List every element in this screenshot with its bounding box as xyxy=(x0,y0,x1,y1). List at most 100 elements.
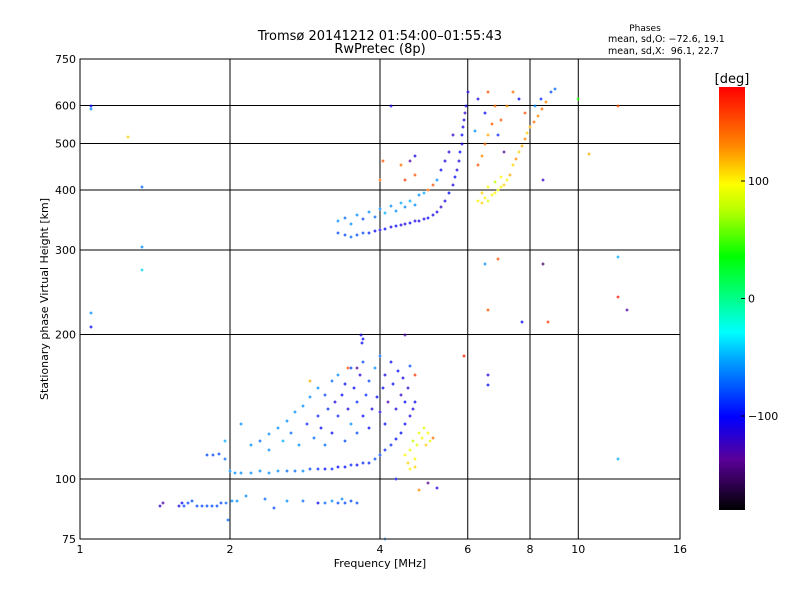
data-point xyxy=(525,131,529,135)
data-point xyxy=(464,104,468,108)
data-point xyxy=(308,379,312,383)
data-point xyxy=(378,453,382,457)
data-point xyxy=(413,203,417,207)
x-tick-label: 6 xyxy=(464,543,471,556)
data-point xyxy=(312,436,316,440)
data-point xyxy=(195,504,199,508)
data-point xyxy=(89,311,93,315)
data-point xyxy=(219,501,223,505)
data-point xyxy=(483,196,487,200)
data-point xyxy=(399,201,403,205)
data-point xyxy=(616,104,620,108)
data-point xyxy=(378,410,382,414)
data-point xyxy=(267,448,271,452)
data-point xyxy=(496,257,500,261)
x-tick-label: 1 xyxy=(77,543,84,556)
colorbar-tick-label: 100 xyxy=(748,175,769,188)
data-point xyxy=(361,414,365,418)
data-point xyxy=(323,467,327,471)
data-point xyxy=(439,168,443,172)
data-point xyxy=(285,419,289,423)
data-point xyxy=(476,97,480,101)
data-point xyxy=(340,497,344,501)
data-point xyxy=(383,211,387,215)
colorbar-tick-label: −100 xyxy=(748,410,778,423)
data-point xyxy=(408,221,412,225)
chart-subtitle: RwPretec (8p) xyxy=(334,42,425,57)
data-point xyxy=(272,506,276,510)
data-point xyxy=(361,217,365,221)
data-point xyxy=(343,216,347,220)
data-point xyxy=(378,228,382,232)
data-point xyxy=(493,191,497,195)
data-point xyxy=(389,204,393,208)
x-tick-label: 2 xyxy=(227,543,234,556)
data-point xyxy=(211,453,215,457)
y-tick-label: 500 xyxy=(55,138,76,151)
data-point xyxy=(349,463,353,467)
data-point xyxy=(399,163,403,167)
data-point xyxy=(422,426,426,430)
data-point xyxy=(413,465,417,469)
data-point xyxy=(453,175,457,179)
data-point xyxy=(587,152,591,156)
data-point xyxy=(161,501,165,505)
data-point xyxy=(343,233,347,237)
data-point xyxy=(403,178,407,182)
x-tick-label: 16 xyxy=(673,543,687,556)
data-point xyxy=(293,410,297,414)
data-point xyxy=(403,400,407,404)
data-point xyxy=(411,439,415,443)
data-point xyxy=(336,501,340,505)
data-point xyxy=(408,199,412,203)
colorbar xyxy=(719,87,745,510)
data-point xyxy=(553,87,557,91)
data-point xyxy=(224,501,228,505)
data-point xyxy=(540,107,544,111)
data-point xyxy=(323,443,327,447)
data-point xyxy=(355,400,359,404)
data-point xyxy=(413,400,417,404)
data-point xyxy=(625,308,629,312)
data-point xyxy=(389,360,393,364)
data-point xyxy=(263,497,267,501)
data-point xyxy=(360,341,364,345)
data-point xyxy=(443,159,447,163)
data-point xyxy=(490,193,494,197)
data-point xyxy=(383,422,387,426)
data-point xyxy=(346,366,350,370)
data-point xyxy=(355,501,359,505)
data-point xyxy=(403,333,407,337)
data-point xyxy=(413,457,417,461)
data-point xyxy=(502,150,506,154)
data-point xyxy=(403,422,407,426)
data-point xyxy=(367,426,371,430)
data-point xyxy=(285,499,289,503)
data-point xyxy=(210,504,214,508)
plot-frame xyxy=(79,58,681,540)
data-point xyxy=(336,219,340,223)
data-point xyxy=(276,426,280,430)
data-point xyxy=(483,111,487,115)
data-point xyxy=(301,499,305,503)
data-point xyxy=(305,422,309,426)
data-point xyxy=(239,471,243,475)
data-point xyxy=(244,494,248,498)
data-point xyxy=(375,395,379,399)
data-point xyxy=(301,404,305,408)
data-point xyxy=(443,199,447,203)
data-point xyxy=(235,499,239,503)
data-point xyxy=(89,107,93,111)
data-point xyxy=(239,422,243,426)
data-point xyxy=(316,386,320,390)
data-point xyxy=(316,414,320,418)
data-point xyxy=(451,183,455,187)
data-point xyxy=(505,178,509,182)
data-point xyxy=(140,268,144,272)
data-point xyxy=(333,400,337,404)
data-point xyxy=(293,469,297,473)
data-point xyxy=(455,168,459,172)
data-point xyxy=(462,118,466,122)
data-point xyxy=(352,386,356,390)
data-point xyxy=(546,320,550,324)
